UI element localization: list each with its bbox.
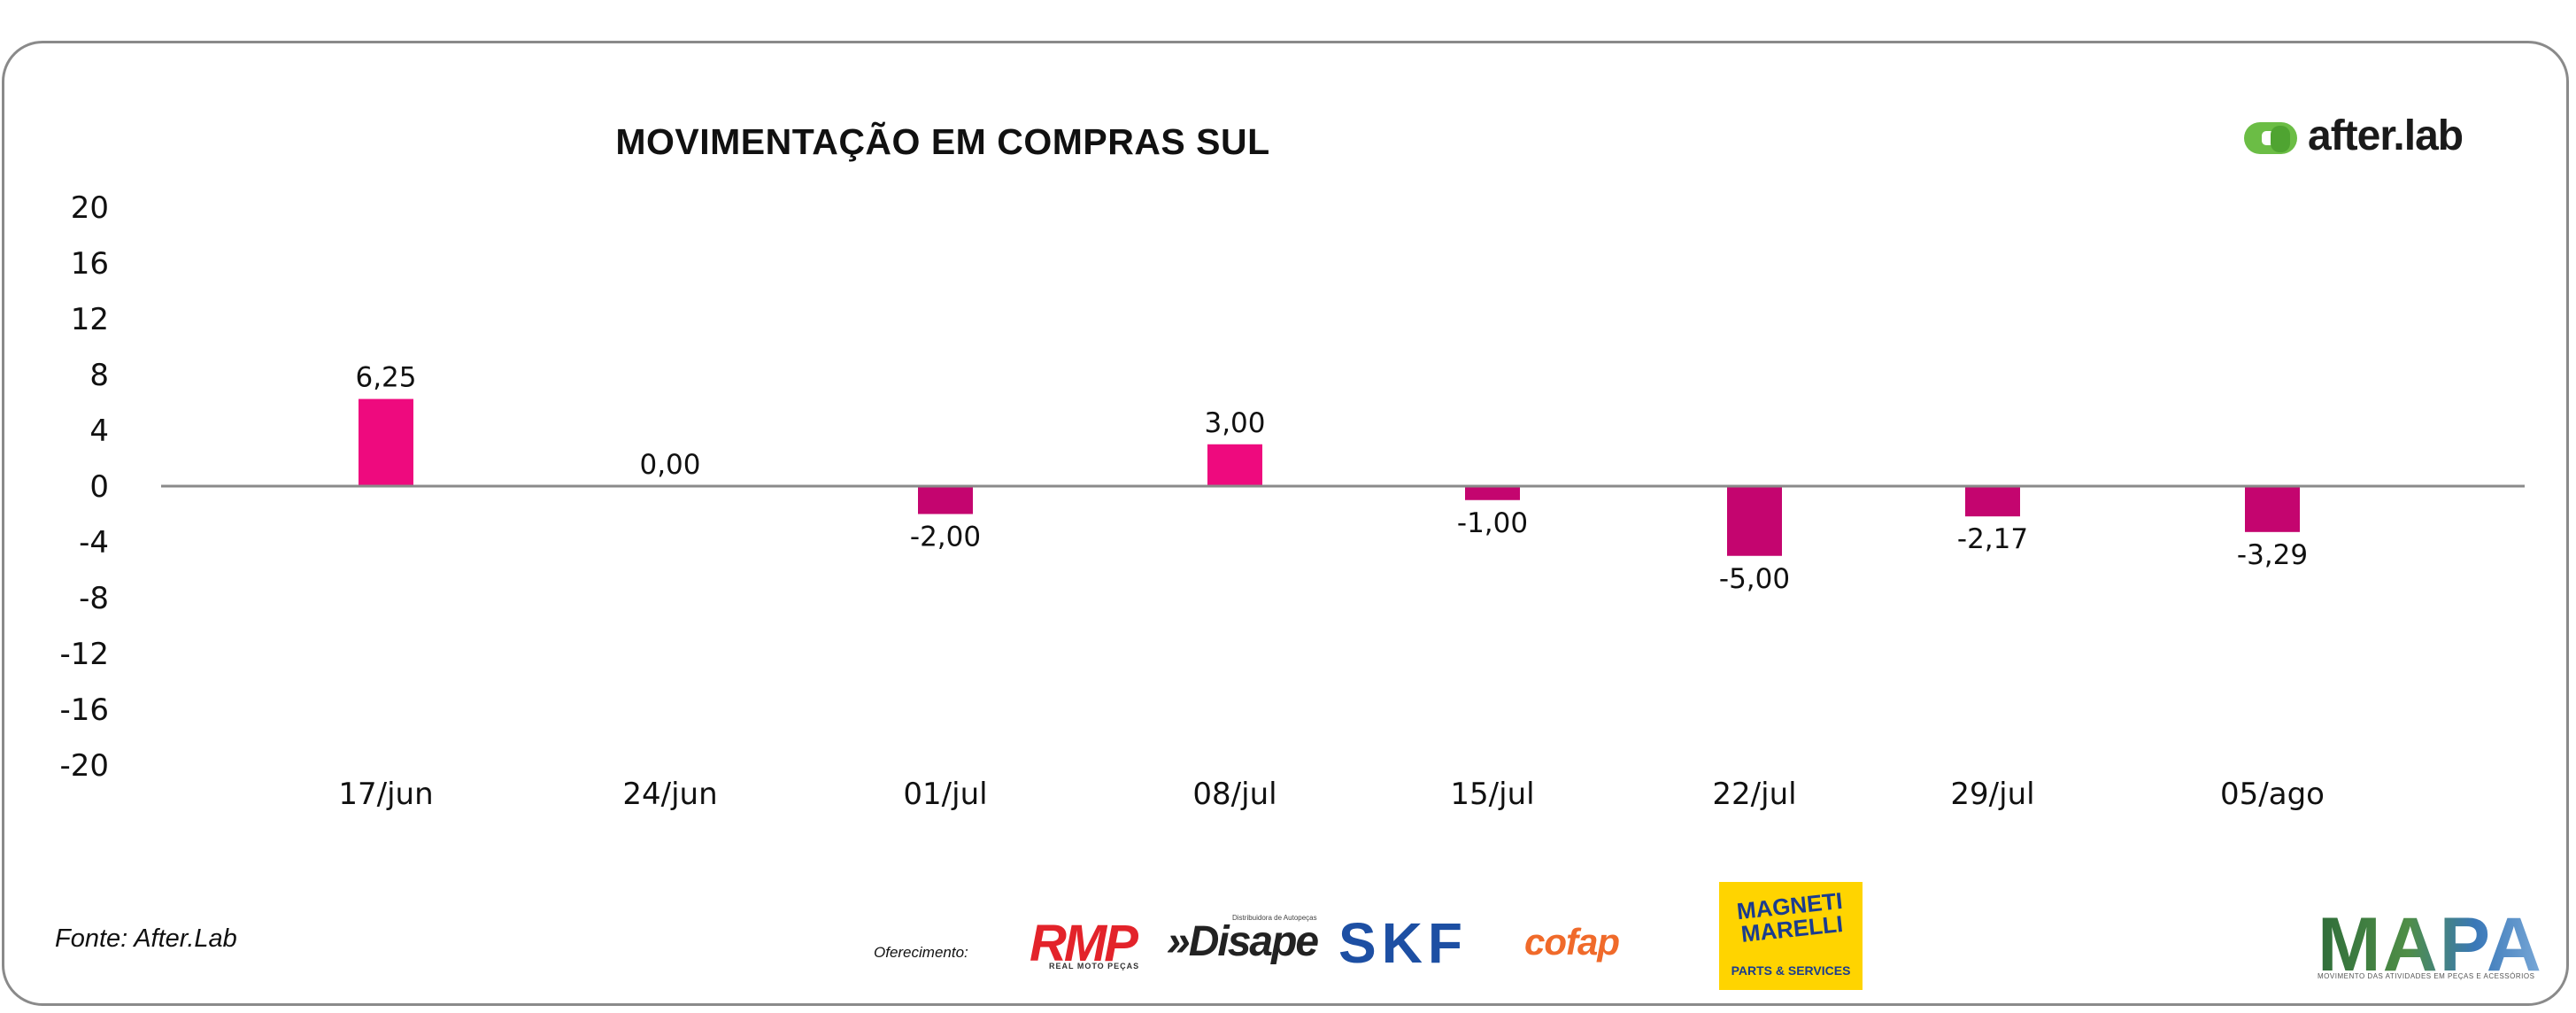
data-label: 6,25 — [355, 362, 416, 394]
data-label: 3,00 — [1204, 407, 1265, 439]
rmp-logo: RMP — [1030, 915, 1138, 972]
data-label: -5,00 — [1719, 563, 1790, 595]
mapa-logo: MAPA — [2318, 902, 2543, 987]
y-tick-label: -12 — [59, 637, 109, 672]
bar — [1727, 486, 1782, 556]
source-note: Fonte: After.Lab — [55, 924, 237, 953]
magneti-marelli-subtitle: PARTS & SERVICES — [1731, 963, 1851, 978]
y-axis-ticks: 20 16 12 8 4 0 -4 -8 -12 -16 -20 — [59, 190, 109, 784]
bar — [1465, 486, 1520, 500]
disape-subtitle: Distribuidora de Autopeças — [1232, 914, 1317, 922]
afterlab-mark-icon — [2244, 122, 2297, 154]
y-tick-label: 4 — [89, 414, 109, 449]
data-label: -2,00 — [910, 522, 981, 553]
data-label: -1,00 — [1457, 507, 1528, 539]
disape-logo: »Disape — [1167, 918, 1319, 965]
y-tick-label: -16 — [59, 692, 109, 728]
x-tick-label: 29/jul — [1950, 777, 2034, 812]
y-tick-label: -8 — [79, 581, 109, 616]
y-tick-label: 8 — [89, 358, 109, 393]
chart-title: MOVIMENTAÇÃO EM COMPRAS SUL — [615, 121, 1270, 162]
bar — [2245, 486, 2300, 532]
y-tick-label: 12 — [71, 302, 109, 337]
x-axis-ticks: 17/jun 24/jun 01/jul 08/jul 15/jul 22/jul 29/j… — [338, 777, 2325, 812]
x-tick-label: 01/jul — [903, 777, 987, 812]
y-tick-label: 20 — [71, 190, 109, 226]
y-tick-label: -20 — [59, 748, 109, 784]
x-tick-label: 05/ago — [2220, 777, 2325, 812]
bars — [359, 398, 2300, 556]
x-tick-label: 15/jul — [1450, 777, 1534, 812]
bar — [918, 486, 973, 514]
data-label: -3,29 — [2237, 539, 2308, 571]
afterlab-name: after.lab — [2308, 112, 2464, 159]
x-tick-label: 08/jul — [1192, 777, 1276, 812]
data-label: -2,17 — [1957, 523, 2028, 555]
y-tick-label: -4 — [79, 525, 109, 561]
mapa-tagline: MOVIMENTO DAS ATIVIDADES EM PEÇAS E ACES… — [2318, 972, 2535, 980]
chart-card — [2, 41, 2569, 1006]
skf-logo: SKF — [1338, 911, 1468, 975]
magneti-marelli-logo — [1719, 882, 1863, 990]
bar — [359, 398, 413, 486]
value-labels: 6,25 0,00 -2,00 3,00 -1,00 -5,00 -2,17 -3,29 — [355, 362, 2308, 595]
bar — [1965, 486, 2020, 517]
y-tick-label: 16 — [71, 246, 109, 282]
rmp-subtitle: REAL MOTO PEÇAS — [1049, 962, 1140, 970]
x-tick-label: 17/jun — [338, 777, 433, 812]
data-label: 0,00 — [639, 449, 700, 481]
y-tick-label: 0 — [89, 469, 109, 505]
sponsor-label: Oferecimento: — [874, 944, 968, 961]
cofap-logo: cofap — [1524, 921, 1620, 963]
x-tick-label: 22/jul — [1712, 777, 1796, 812]
bar — [1207, 444, 1262, 486]
x-tick-label: 24/jun — [622, 777, 717, 812]
